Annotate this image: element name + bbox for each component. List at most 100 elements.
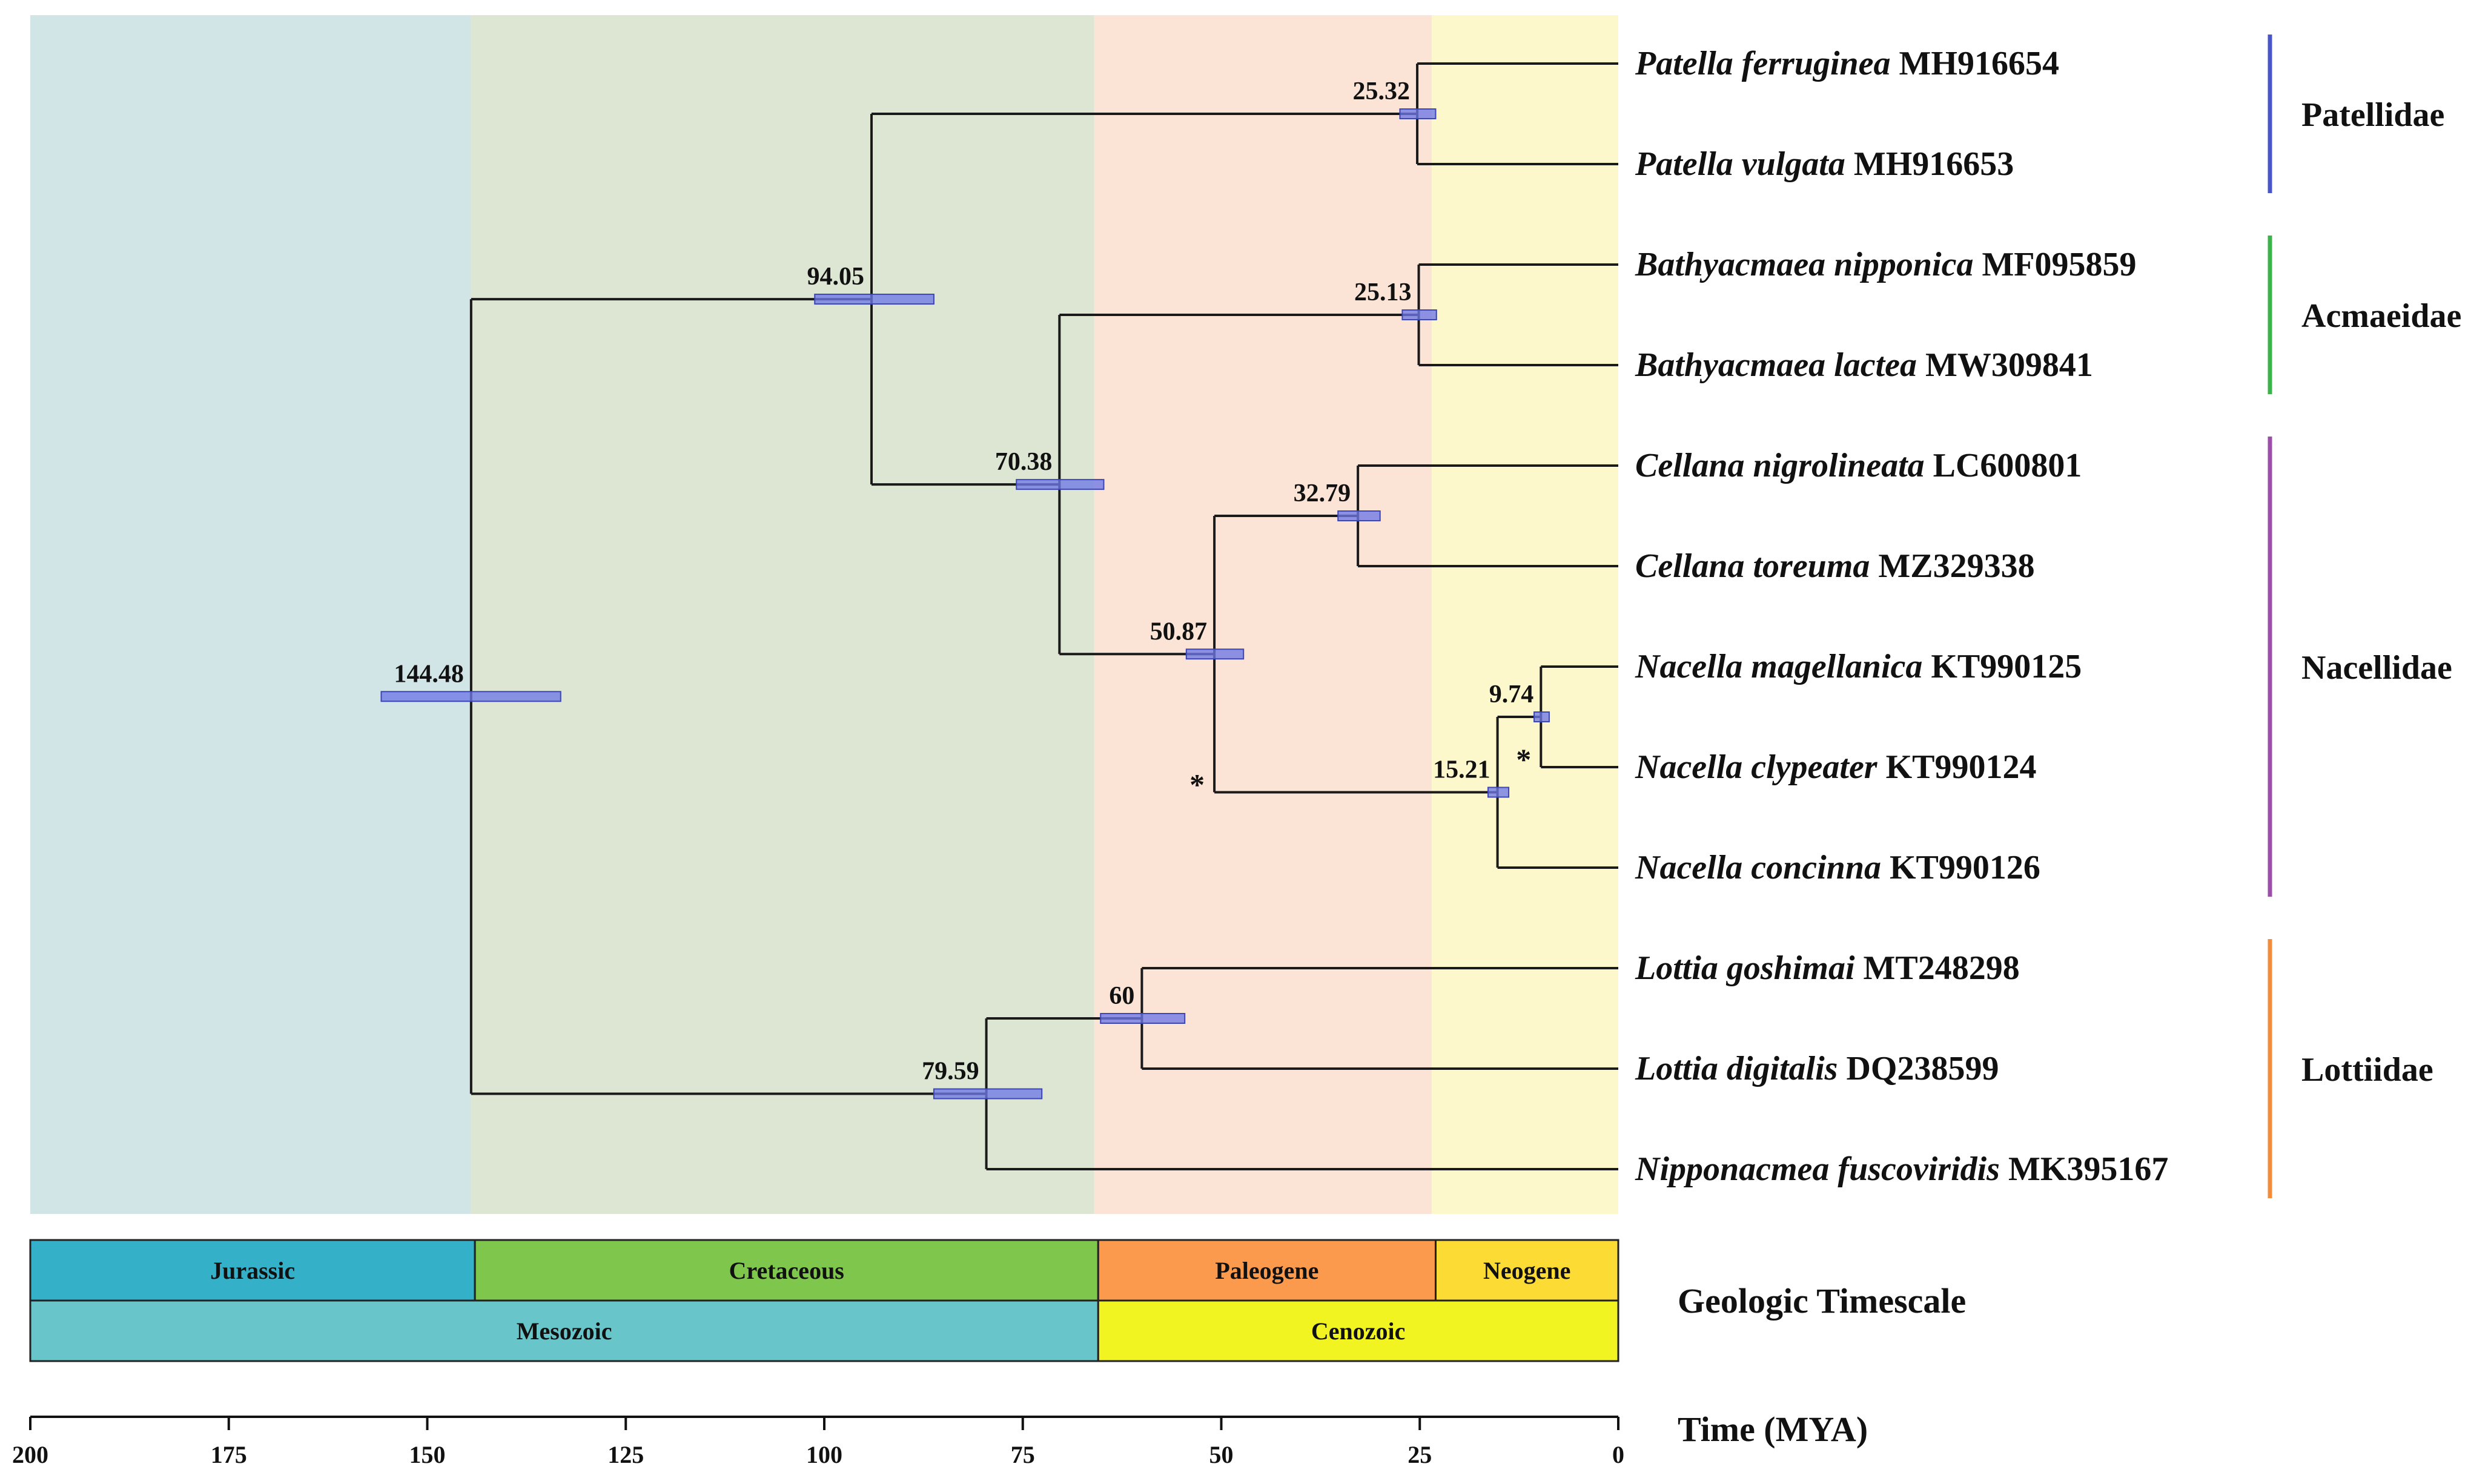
tip-accession: KT990126 xyxy=(1890,849,2040,886)
hpd-bar-n32 xyxy=(1337,510,1381,521)
node-age-label: 60 xyxy=(1109,982,1134,1010)
period-label: Cretaceous xyxy=(729,1257,844,1284)
tip-label: Bathyacmaea lactea MW309841 xyxy=(1635,346,2093,384)
era-block xyxy=(1097,1299,1619,1362)
timescale-label: Geologic Timescale xyxy=(1678,1281,1966,1321)
axis-title: Time (MYA) xyxy=(1678,1410,1868,1449)
tip-accession: LC600801 xyxy=(1933,447,2082,484)
axis-tick-label: 0 xyxy=(1612,1441,1624,1468)
node-age-label: 70.38 xyxy=(995,448,1053,476)
tip-label: Nipponacmea fuscoviridis MK395167 xyxy=(1635,1150,2168,1188)
hpd-bar-n25b xyxy=(1401,309,1437,320)
period-block xyxy=(1097,1239,1437,1302)
tip-species: Nacella magellanica xyxy=(1635,648,1931,685)
hpd-bar-n50 xyxy=(1185,648,1245,660)
tip-species: Nipponacmea fuscoviridis xyxy=(1635,1150,2008,1188)
tip-accession: MH916654 xyxy=(1899,45,2059,82)
tip-species: Cellana toreuma xyxy=(1635,547,1878,585)
tip-label: Nacella concinna KT990126 xyxy=(1635,849,2040,886)
family-brackets: Patellidae Acmaeidae Nacellidae Lottiidae xyxy=(2268,35,2461,1198)
tip-labels: Patella ferruginea MH916654 Patella vulga… xyxy=(1635,45,2168,1188)
hpd-bars xyxy=(380,108,1550,1100)
support-markers: ** xyxy=(1189,742,1531,802)
node-age-label: 94.05 xyxy=(807,263,865,291)
period-label: Paleogene xyxy=(1215,1257,1318,1284)
axis-tick-label: 75 xyxy=(1011,1441,1035,1468)
tip-species: Patella ferruginea xyxy=(1635,45,1899,82)
support-asterisk: * xyxy=(1189,768,1205,802)
axis-tick-label: 175 xyxy=(211,1441,247,1468)
tip-accession: MT248298 xyxy=(1864,949,2020,987)
node-age-label: 9.74 xyxy=(1489,681,1534,708)
hpd-bar-root xyxy=(380,691,561,702)
node-age-label: 144.48 xyxy=(394,660,464,688)
tip-accession: MF095859 xyxy=(1982,246,2136,283)
family-label: Patellidae xyxy=(2301,96,2444,134)
era-background-3 xyxy=(1431,15,1618,1214)
node-age-label: 50.87 xyxy=(1150,618,1208,645)
hpd-bar-n9 xyxy=(1533,711,1550,722)
tip-accession: MK395167 xyxy=(2008,1150,2168,1188)
node-age-label: 32.79 xyxy=(1294,480,1351,507)
tip-species: Cellana nigrolineata xyxy=(1635,447,1933,484)
tip-accession: KT990125 xyxy=(1931,648,2082,685)
tip-species: Nacella clypeater xyxy=(1635,748,1886,786)
axis-tick-label: 50 xyxy=(1209,1441,1234,1468)
tip-accession: MZ329338 xyxy=(1878,547,2034,585)
period-block xyxy=(474,1239,1099,1302)
era-backgrounds xyxy=(30,15,1618,1214)
tip-species: Nacella concinna xyxy=(1635,849,1890,886)
era-label: Mesozoic xyxy=(517,1317,612,1345)
tip-species: Bathyacmaea nipponica xyxy=(1635,246,1982,283)
tip-label: Cellana toreuma MZ329338 xyxy=(1635,547,2035,585)
axis-tick-label: 150 xyxy=(409,1441,446,1468)
time-axis: 200 175 150 125 100 75 50 25 0 Time (MYA) xyxy=(12,1410,1868,1468)
tip-species: Bathyacmaea lactea xyxy=(1635,346,1925,384)
axis-tick-label: 100 xyxy=(806,1441,842,1468)
node-age-label: 25.13 xyxy=(1354,279,1412,306)
era-background-2 xyxy=(1094,15,1432,1214)
tip-label: Nacella clypeater KT990124 xyxy=(1635,748,2037,786)
hpd-bar-n70 xyxy=(1016,479,1105,490)
tip-label: Patella ferruginea MH916654 xyxy=(1635,45,2059,82)
family-label: Lottiidae xyxy=(2301,1051,2433,1089)
period-label: Jurassic xyxy=(210,1257,295,1284)
era-background-1 xyxy=(471,15,1094,1214)
tip-species: Patella vulgata xyxy=(1635,145,1854,183)
family-label: Acmaeidae xyxy=(2301,297,2461,335)
tip-label: Nacella magellanica KT990125 xyxy=(1635,648,2082,685)
period-block xyxy=(1434,1239,1619,1302)
tip-label: Bathyacmaea nipponica MF095859 xyxy=(1635,246,2137,283)
node-age-label: 79.59 xyxy=(922,1058,979,1086)
hpd-bar-n25a xyxy=(1399,108,1437,119)
hpd-bar-n15 xyxy=(1487,787,1510,798)
tip-label: Lottia digitalis DQ238599 xyxy=(1635,1050,1999,1087)
tip-species: Lottia goshimai xyxy=(1635,949,1864,987)
era-background-0 xyxy=(30,15,471,1214)
era-label: Cenozoic xyxy=(1311,1317,1406,1345)
hpd-bar-n79 xyxy=(933,1088,1043,1100)
node-age-label: 15.21 xyxy=(1433,756,1490,784)
period-block xyxy=(29,1239,476,1302)
hpd-bar-n60 xyxy=(1100,1013,1186,1024)
tip-accession: MW309841 xyxy=(1925,346,2093,384)
tip-accession: MH916653 xyxy=(1854,145,2014,183)
tip-accession: KT990124 xyxy=(1886,748,2037,786)
tip-accession: DQ238599 xyxy=(1846,1050,1999,1087)
geologic-timescale: Jurassic Cretaceous Paleogene Neogene Mesozo… xyxy=(29,1239,1966,1362)
tip-species: Lottia digitalis xyxy=(1635,1050,1846,1087)
tip-label: Cellana nigrolineata LC600801 xyxy=(1635,447,2082,484)
period-label: Neogene xyxy=(1483,1257,1570,1284)
tip-label: Patella vulgata MH916653 xyxy=(1635,145,2014,183)
tip-label: Lottia goshimai MT248298 xyxy=(1635,949,2020,987)
node-age-label: 25.32 xyxy=(1353,77,1411,105)
era-block xyxy=(29,1299,1099,1362)
node-age-labels: 144.48 94.05 25.32 70.38 25.13 50.87 32.79 15.2… xyxy=(394,77,1533,1086)
axis-tick-label: 200 xyxy=(12,1441,48,1468)
family-label: Nacellidae xyxy=(2301,649,2452,687)
axis-tick-label: 25 xyxy=(1408,1441,1432,1468)
hpd-bar-n94 xyxy=(814,294,935,305)
axis-tick-label: 125 xyxy=(607,1441,644,1468)
support-asterisk: * xyxy=(1516,742,1531,776)
